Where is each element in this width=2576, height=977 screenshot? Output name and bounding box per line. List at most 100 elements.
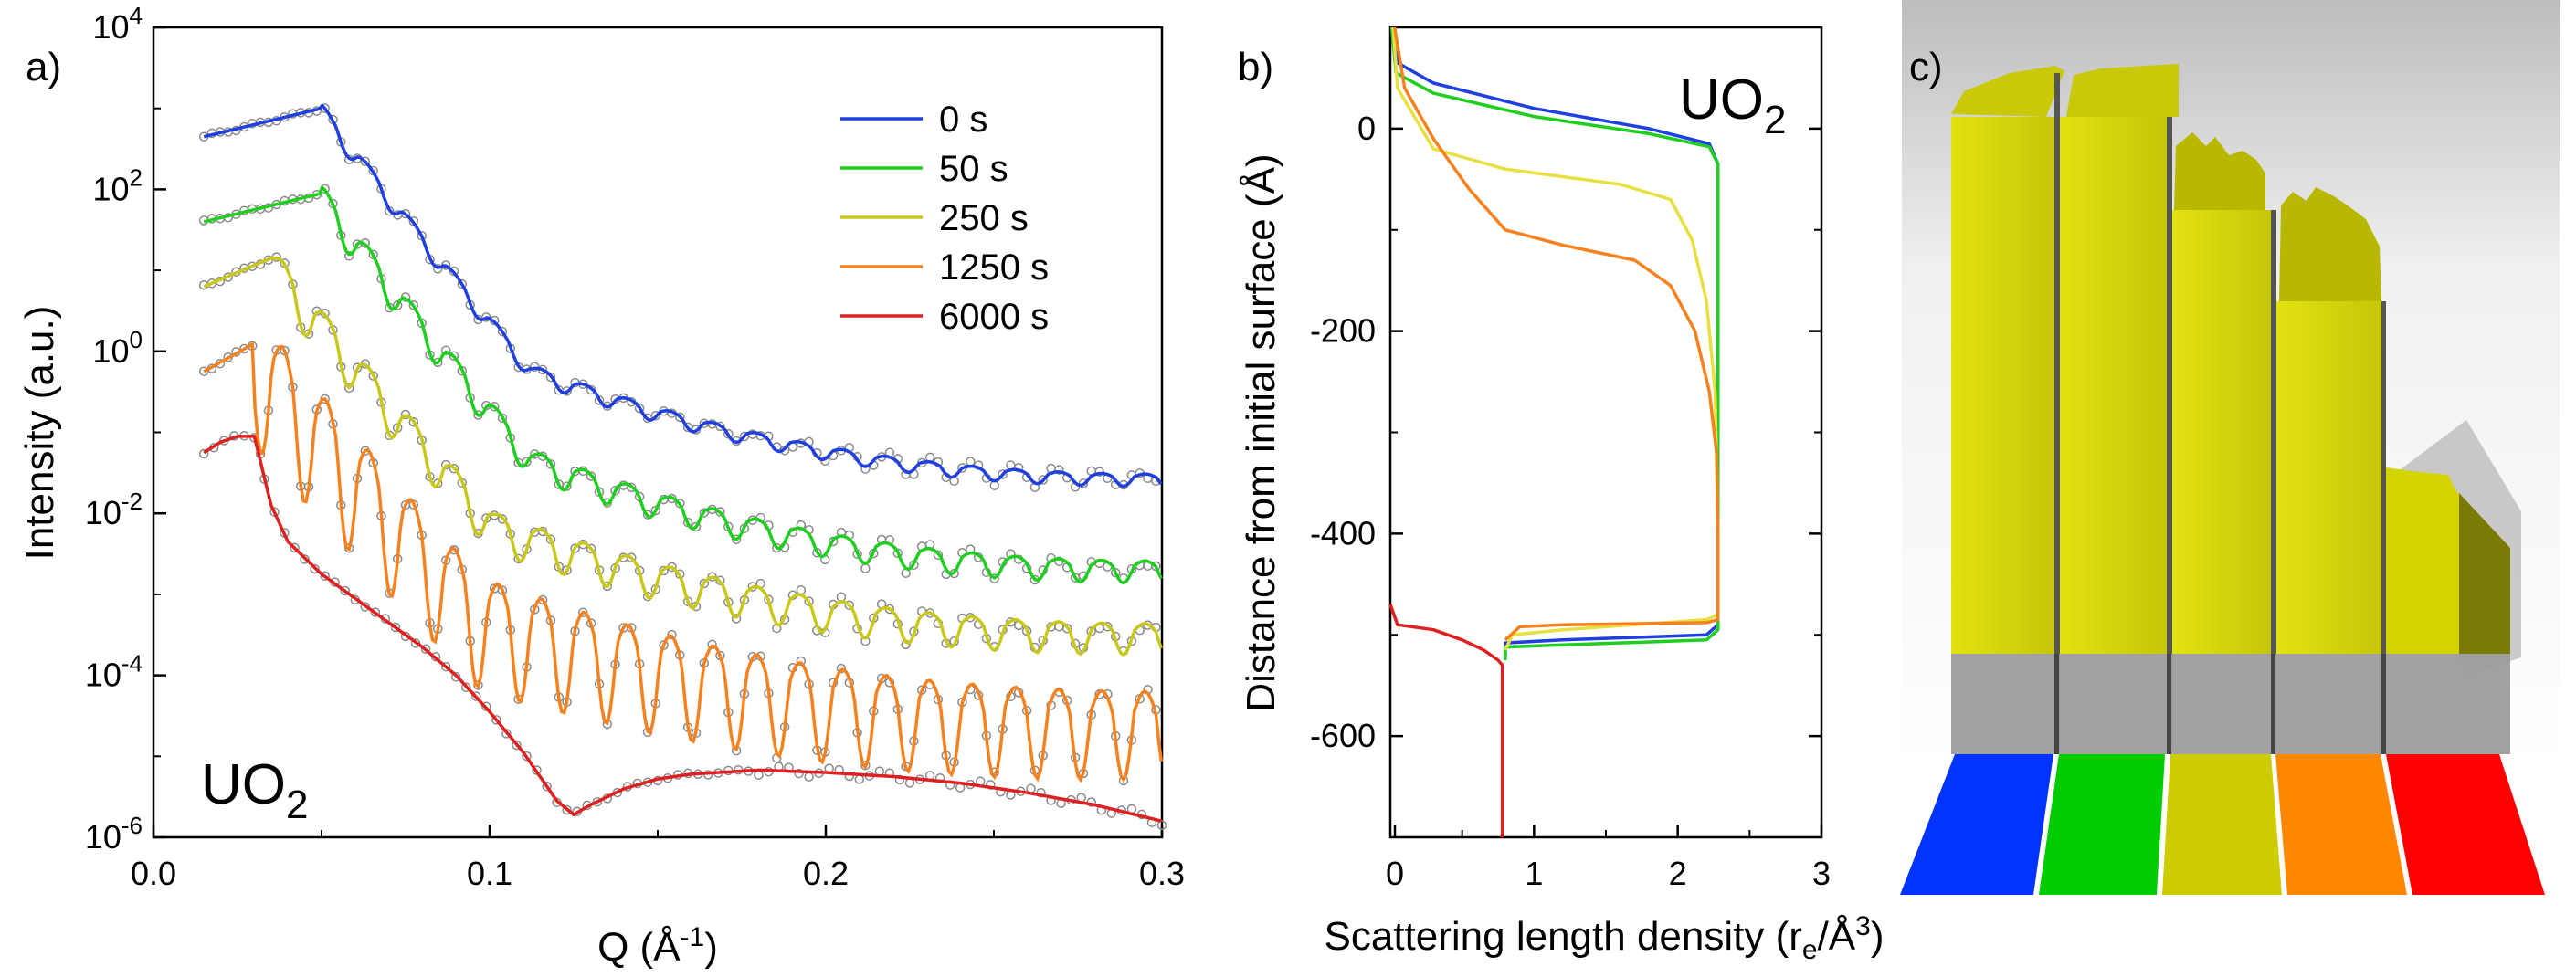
panel-c-gap-1: [2054, 73, 2060, 749]
panel-c-top-5: [2386, 467, 2457, 493]
data-point-a: [1038, 475, 1048, 485]
data-point-a: [659, 565, 669, 576]
data-point-a: [360, 156, 371, 166]
data-point-a: [457, 278, 468, 289]
data-point-a: [754, 770, 764, 780]
data-point-a: [390, 622, 401, 633]
data-point-a: [562, 804, 572, 815]
data-point-a: [343, 383, 354, 394]
y-tick-label-a: 102: [92, 163, 143, 207]
y-tick-label-a: 104: [92, 2, 143, 46]
panel-a-fit-lines: [203, 102, 1164, 824]
data-point-a: [340, 585, 351, 596]
panel-a-y-axis-title: Intensity (a.u.): [17, 306, 62, 561]
data-point-a: [497, 326, 508, 337]
panel-a-ticks: 0.0 0.1 0.2 0.3 10-6 10-4 10-2 100 102 104: [85, 2, 1185, 892]
data-point-a: [650, 410, 661, 421]
data-point-a: [300, 554, 310, 564]
panel-c-tile-red: [2386, 754, 2545, 895]
data-point-a: [522, 751, 532, 762]
data-point-a: [450, 672, 461, 682]
data-point-a: [562, 565, 572, 575]
x-tick-label-b: 1: [1525, 855, 1543, 892]
data-point-a: [675, 412, 685, 423]
data-point-a: [491, 715, 501, 725]
data-point-a: [542, 781, 552, 792]
panel-a-frame: [152, 26, 1164, 839]
data-point-a: [794, 768, 804, 779]
y-tick-label-b: 0: [1357, 110, 1376, 147]
data-point-a: [310, 563, 320, 574]
data-point-a: [715, 421, 725, 432]
data-point-a: [1036, 787, 1046, 798]
x-tick-label-b: 2: [1669, 855, 1687, 892]
data-point-a: [400, 409, 411, 420]
y-tick-label-b: -400: [1310, 514, 1376, 552]
data-point-a: [481, 701, 491, 712]
data-point-a: [198, 366, 209, 376]
data-point-a: [586, 471, 596, 481]
data-point-a: [198, 448, 209, 459]
legend-label: 50 s: [939, 149, 1008, 189]
panel-a-x-axis-title: Q (Å-1): [597, 922, 718, 970]
legend-label: 250 s: [939, 198, 1029, 238]
panel-c-top-3: [2174, 132, 2265, 210]
panel-c-block-5: [2386, 493, 2459, 654]
data-point-a: [408, 416, 419, 427]
data-point-a: [1078, 478, 1089, 488]
sld-line-6000s: [1388, 604, 1504, 837]
fit-line-6000s: [203, 435, 1163, 824]
data-point-a: [1006, 617, 1016, 627]
data-point-a: [449, 351, 459, 362]
panel-b-profile-lines: [1388, 26, 1720, 837]
panel-c-top-2: [2066, 64, 2179, 117]
panel-c-tile-blue: [1900, 754, 2053, 895]
data-point-a: [1013, 463, 1024, 473]
panel-c-top-4: [2279, 187, 2381, 301]
sld-line-50s: [1389, 26, 1720, 660]
data-point-a: [501, 729, 512, 739]
panel-c-tile-orange: [2275, 754, 2407, 895]
legend-label: 1250 s: [939, 247, 1049, 288]
fit-line-0s: [203, 102, 1163, 488]
y-tick-label-a: 100: [92, 326, 143, 370]
x-tick-label-a: 0.2: [803, 855, 849, 892]
data-point-a: [530, 362, 540, 372]
data-point-a: [545, 459, 556, 469]
data-point-a: [239, 343, 249, 354]
data-point-a: [634, 404, 645, 414]
data-point-a: [1086, 626, 1096, 636]
data-point-a: [370, 607, 381, 617]
data-point-a: [731, 614, 742, 624]
data-point-a: [998, 469, 1008, 479]
data-point-a: [408, 300, 419, 310]
panel-b-letter: b): [1238, 45, 1273, 89]
panel-b-uo2-label: UO2: [1679, 68, 1786, 142]
panel-b-x-axis-title: Scattering length density (re/Å3): [1325, 911, 1884, 965]
data-point-a: [1094, 467, 1104, 477]
data-point-a: [715, 507, 725, 517]
sld-line-250s: [1391, 26, 1720, 651]
panel-c-block-5-side: [2459, 493, 2510, 654]
data-point-a: [731, 534, 742, 544]
panel-a: a) 0.0 0.1 0.2 0.3 10-6 10-4 10-2 100 102 104 0 s…: [17, 2, 1185, 970]
panel-b-frame: [1388, 26, 1823, 839]
data-point-a: [860, 563, 871, 573]
legend-label: 6000 s: [939, 297, 1049, 337]
data-point-a: [570, 543, 580, 553]
panel-c-gap-3b: [2271, 654, 2275, 754]
legend-label: 0 s: [939, 100, 987, 140]
data-point-a: [586, 543, 596, 554]
data-point-a: [460, 682, 471, 692]
data-point-a: [828, 536, 839, 547]
sld-line-1250s: [1392, 26, 1720, 642]
panel-b: b) 0 1 2 3 0 -200 -400 -600 Scattering length d…: [1238, 26, 1884, 965]
sld-line-0s: [1391, 26, 1720, 656]
data-point-a: [691, 425, 702, 435]
fit-line-1250s: [203, 341, 1164, 783]
data-point-a: [699, 508, 710, 518]
data-point-a: [965, 457, 976, 467]
data-point-a: [933, 550, 944, 560]
panel-c-block-1: [1951, 117, 2054, 654]
